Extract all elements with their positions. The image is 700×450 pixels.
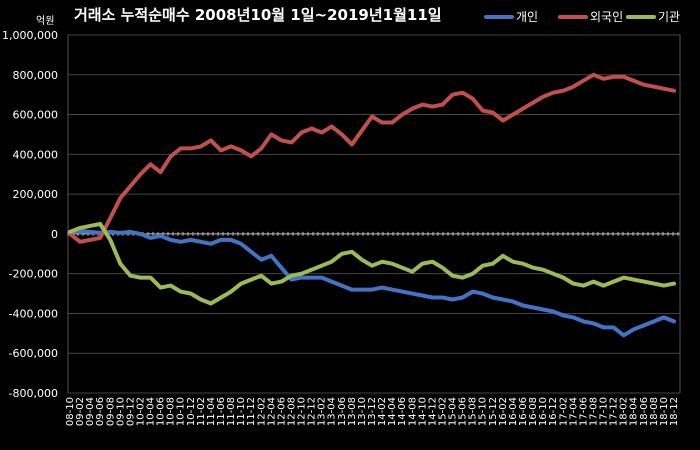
x-tick-label: 15-02 xyxy=(438,397,449,426)
x-tick-label: 09-10 xyxy=(115,397,126,426)
zero-axis xyxy=(67,231,680,236)
x-tick-label: 16-02 xyxy=(498,397,509,426)
y-tick-label: 600,000 xyxy=(13,109,59,122)
y-tick-label: -600,000 xyxy=(9,347,58,360)
x-tick-label: 13-06 xyxy=(337,397,348,426)
x-tick-label: 10-06 xyxy=(156,397,167,426)
y-tick-label: -800,000 xyxy=(9,387,58,400)
x-tick-label: 13-08 xyxy=(347,397,358,426)
x-tick-label: 14-08 xyxy=(407,397,418,426)
x-tick-label: 16-12 xyxy=(548,397,559,426)
x-tick-label: 12-04 xyxy=(266,397,277,426)
x-tick-label: 11-02 xyxy=(196,397,207,426)
x-tick-label: 17-02 xyxy=(558,397,569,426)
x-tick-label: 15-12 xyxy=(488,397,499,426)
x-tick-label: 13-10 xyxy=(357,397,368,426)
x-tick-label: 17-10 xyxy=(599,397,610,426)
x-tick-label: 13-12 xyxy=(367,397,378,426)
x-tick-label: 13-04 xyxy=(327,397,338,426)
x-tick-label: 16-04 xyxy=(508,397,519,426)
series-line-0 xyxy=(68,228,676,338)
x-tick-label: 09-08 xyxy=(105,397,116,426)
x-tick-label: 14-12 xyxy=(427,397,438,426)
chart-title: 거래소 누적순매수 2008년10월 1일~2019년1월11일 xyxy=(74,6,442,24)
x-tick-label: 09-02 xyxy=(75,397,86,426)
x-tick-label: 10-10 xyxy=(176,397,187,426)
x-tick-label: 12-12 xyxy=(307,397,318,426)
x-tick-label: 11-08 xyxy=(226,397,237,426)
x-tick-label: 17-04 xyxy=(568,397,579,426)
y-tick-label: 200,000 xyxy=(13,188,59,201)
legend: 개인 외국인 기관 xyxy=(484,10,680,24)
x-tick-label: 18-08 xyxy=(649,397,660,426)
x-tick-label: 12-08 xyxy=(287,397,298,426)
x-tick-label: 18-10 xyxy=(659,397,670,426)
x-tick-label: 14-02 xyxy=(377,397,388,426)
y-tick-label: -400,000 xyxy=(9,307,58,320)
x-tick-label: 09-12 xyxy=(125,397,136,426)
x-tick-label: 12-02 xyxy=(256,397,267,426)
x-tick-label: 18-04 xyxy=(629,397,640,426)
x-tick-label: 15-08 xyxy=(468,397,479,426)
y-tick-label: 800,000 xyxy=(13,69,59,82)
x-tick-label: 17-06 xyxy=(578,397,589,426)
x-tick-label: 15-04 xyxy=(448,397,459,426)
x-tick-label: 11-10 xyxy=(236,397,247,426)
x-tick-label: 09-04 xyxy=(85,397,96,426)
x-tick-label: 10-08 xyxy=(166,397,177,426)
y-tick-label: 400,000 xyxy=(13,148,59,161)
series-lines xyxy=(68,72,676,338)
legend-label: 개인 xyxy=(516,10,538,24)
x-tick-label: 17-12 xyxy=(609,397,620,426)
x-tick-label: 18-02 xyxy=(619,397,630,426)
plot-area xyxy=(67,34,681,394)
y-tick-label: 0 xyxy=(51,228,58,241)
x-tick-label: 14-04 xyxy=(387,397,398,426)
y-tick-label: 1,000,000 xyxy=(2,29,58,42)
y-unit-label: 억원 xyxy=(36,15,54,27)
x-tick-label: 12-06 xyxy=(276,397,287,426)
x-tick-label: 10-12 xyxy=(186,397,197,426)
x-tick-label: 13-02 xyxy=(317,397,328,426)
x-tick-label: 09-06 xyxy=(95,397,106,426)
x-tick-label: 18-12 xyxy=(669,397,680,426)
x-tick-label: 12-10 xyxy=(297,397,308,426)
x-tick-label: 16-10 xyxy=(538,397,549,426)
x-tick-label: 16-06 xyxy=(518,397,529,426)
x-tick-label: 15-10 xyxy=(478,397,489,426)
x-tick-label: 18-06 xyxy=(639,397,650,426)
legend-label: 기관 xyxy=(658,10,680,24)
x-tick-label: 14-06 xyxy=(397,397,408,426)
x-tick-label: 16-08 xyxy=(528,397,539,426)
x-tick-label: 17-08 xyxy=(589,397,600,426)
x-tick-label: 14-10 xyxy=(417,397,428,426)
x-tick-label: 15-06 xyxy=(458,397,469,426)
x-tick-label: 11-06 xyxy=(216,397,227,426)
x-tick-label: 11-12 xyxy=(246,397,257,426)
x-tick-label: 11-04 xyxy=(206,397,217,426)
series-line-1 xyxy=(68,72,676,244)
y-axis: 1,000,000 800,000 600,000 400,000 200,000 0 -2… xyxy=(2,29,58,400)
x-tick-label: 10-02 xyxy=(136,397,147,426)
x-tick-label: 10-04 xyxy=(146,397,157,426)
x-axis: 08-10 09-02 09-04 09-06 09-08 09-10 09-12 10-02… xyxy=(65,397,680,426)
y-tick-label: -200,000 xyxy=(9,268,58,281)
legend-label: 외국인 xyxy=(590,10,623,24)
x-tick-label: 08-10 xyxy=(65,397,76,426)
series-line-2 xyxy=(68,221,676,306)
